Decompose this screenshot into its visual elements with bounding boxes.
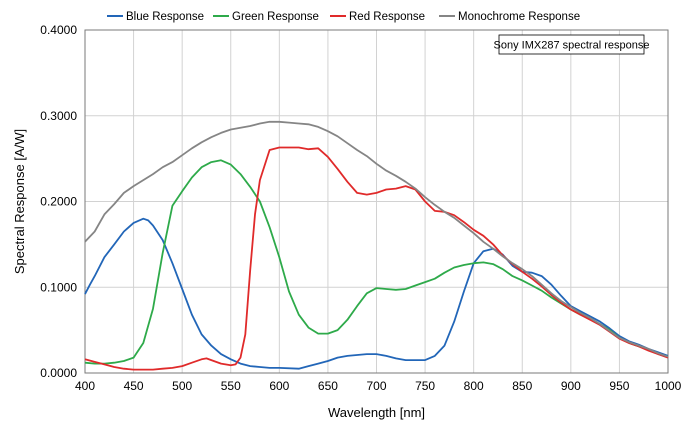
- x-tick-label: 900: [561, 379, 581, 393]
- x-tick-label: 800: [464, 379, 484, 393]
- x-axis-title: Wavelength [nm]: [328, 405, 425, 420]
- plot-area-frame: [84, 29, 669, 374]
- tick-labels: 400 450 500 550 600 650 700 750 800 850 900 950 1000…: [40, 23, 681, 393]
- red-response-line: [84, 146, 669, 371]
- x-tick-label: 450: [124, 379, 144, 393]
- x-tick-label: 600: [269, 379, 289, 393]
- legend-item-green: Green Response: [213, 11, 319, 23]
- monochrome-response-line: [84, 120, 669, 358]
- annotation-text: Sony IMX287 spectral response: [494, 40, 650, 52]
- series-lines: [84, 120, 669, 371]
- x-tick-label: 850: [512, 379, 532, 393]
- x-tick-label: 950: [609, 379, 629, 393]
- x-tick-label: 550: [221, 379, 241, 393]
- x-tick-label: 400: [75, 379, 95, 393]
- y-tick-label: 0.1000: [40, 280, 77, 294]
- x-tick-label: 750: [415, 379, 435, 393]
- annotation-frame: [498, 34, 645, 55]
- y-tick-label: 0.3000: [40, 109, 77, 123]
- legend-label: Monochrome Response: [458, 11, 580, 23]
- legend-label: Blue Response: [126, 11, 204, 23]
- grid-lines: [85, 30, 668, 373]
- x-tick-label: 500: [172, 379, 192, 393]
- y-tick-label: 0.0000: [40, 366, 77, 380]
- legend-item-blue: Blue Response: [107, 11, 204, 23]
- legend-item-red: Red Response: [330, 11, 425, 23]
- annotation-box: Sony IMX287 spectral response: [494, 34, 650, 55]
- legend: Blue Response Green Response Red Response M…: [107, 11, 580, 23]
- y-tick-label: 0.4000: [40, 23, 77, 37]
- legend-label: Red Response: [349, 11, 425, 23]
- legend-item-monochrome: Monochrome Response: [439, 11, 580, 23]
- y-axis-title: Spectral Response [A/W]: [12, 129, 27, 274]
- x-tick-label: 650: [318, 379, 338, 393]
- x-tick-label: 1000: [655, 379, 682, 393]
- legend-label: Green Response: [232, 11, 319, 23]
- x-tick-label: 700: [366, 379, 386, 393]
- y-tick-label: 0.2000: [40, 195, 77, 209]
